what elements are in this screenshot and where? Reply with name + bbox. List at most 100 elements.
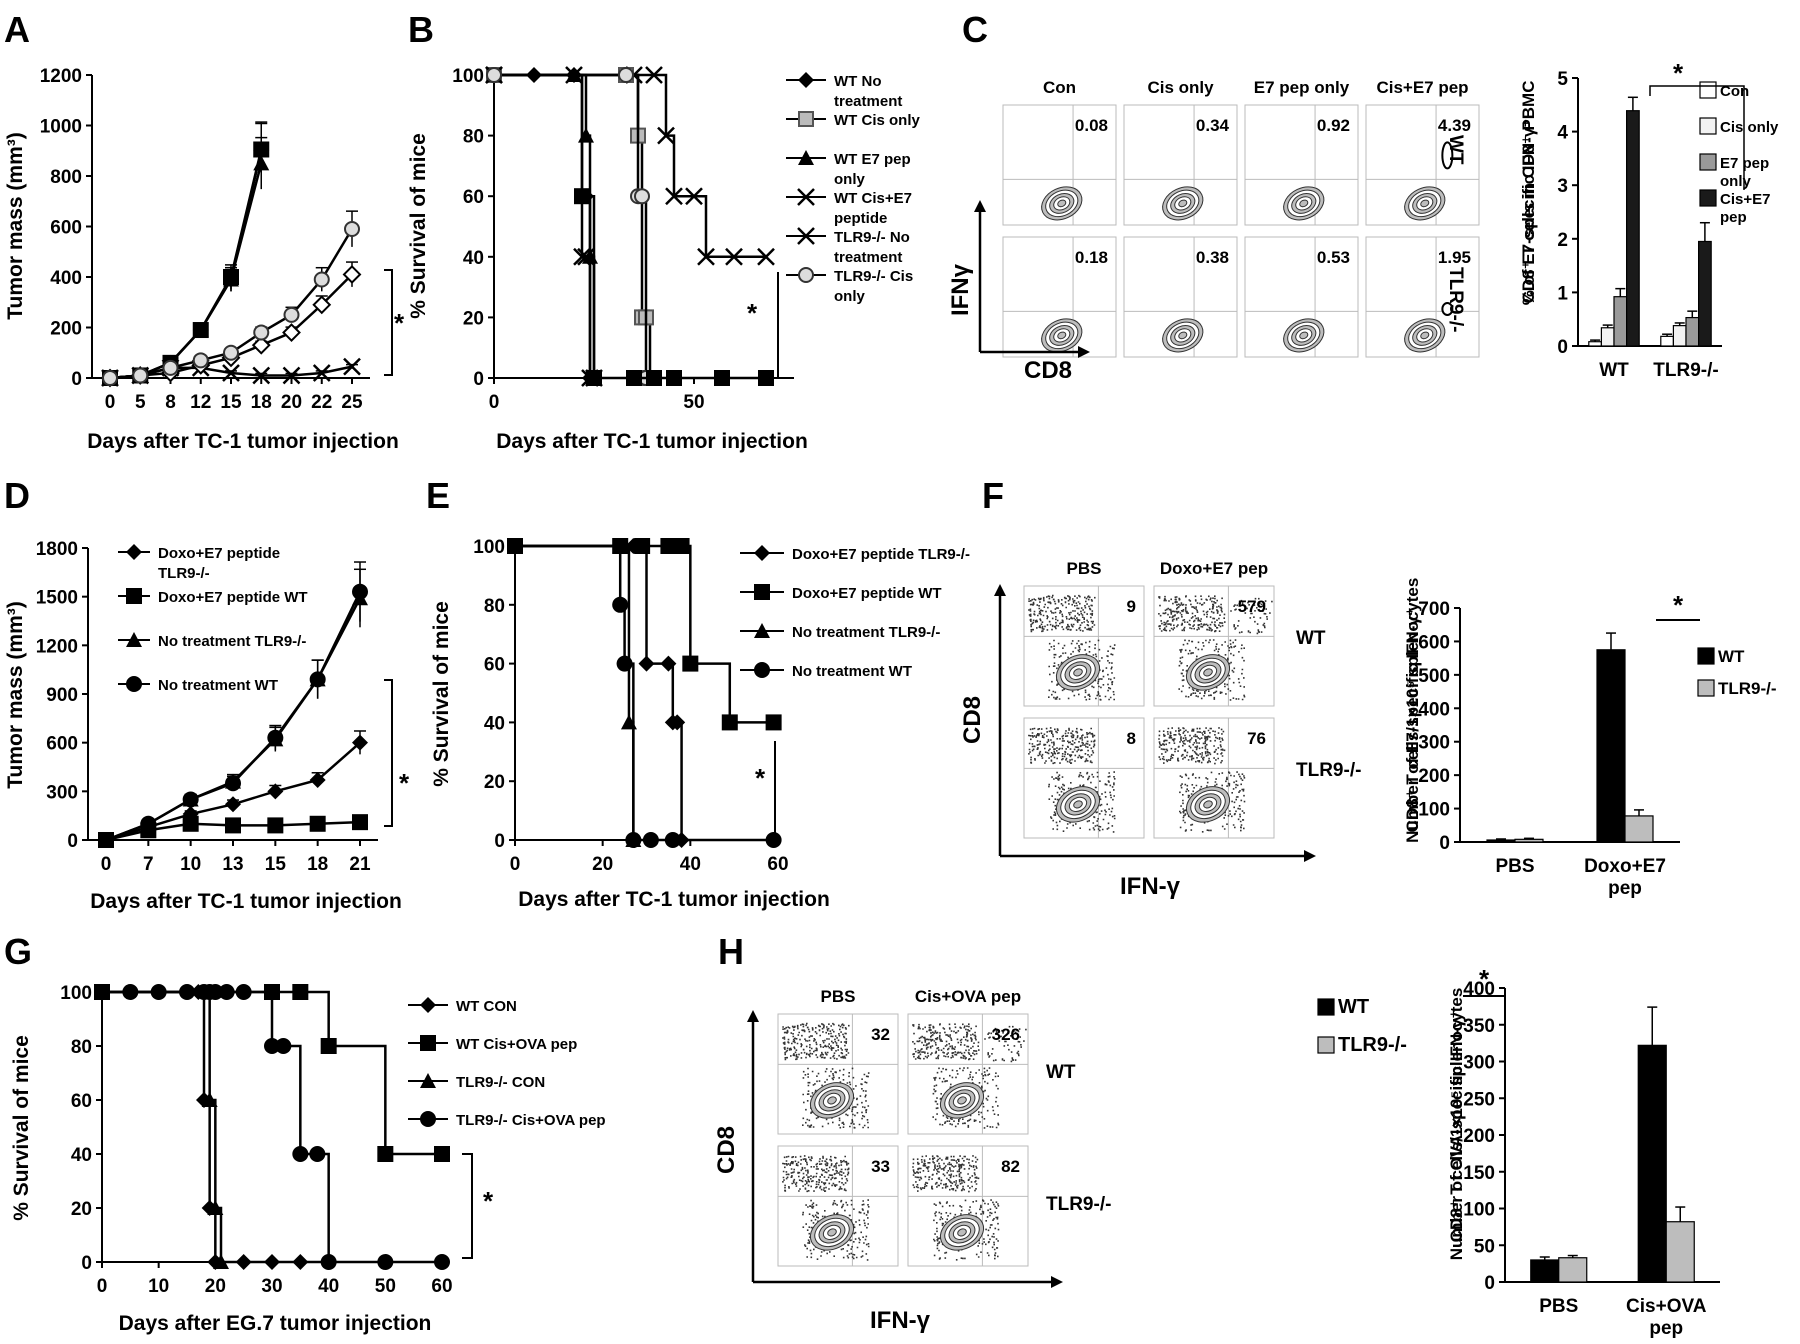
contour-ring	[1420, 199, 1430, 208]
x-tick-label: 21	[349, 854, 371, 875]
legend-swatch	[1699, 81, 1717, 99]
data-point	[201, 1092, 218, 1107]
x-axis-title: Days after EG.7 tumor injection	[119, 1312, 432, 1335]
legend-label: WT Cis only	[834, 112, 920, 129]
x-tick-label: 0	[510, 854, 521, 875]
data-point	[282, 366, 301, 385]
y-tick-label: 0	[1484, 1273, 1495, 1294]
flow-percentage: 8	[1127, 729, 1136, 748]
legend-label: No treatment TLR9-/-	[158, 633, 306, 650]
y-tick-label: 400	[50, 268, 82, 289]
x-axis-title: Days after TC-1 tumor injection	[496, 430, 808, 453]
x-tick-label: 0	[105, 392, 116, 413]
flow-column-label: Doxo+E7 pep	[1160, 559, 1268, 578]
positive-population	[1441, 302, 1454, 316]
data-point	[434, 1146, 450, 1162]
y-axis-title: % Survival of mice	[10, 1035, 33, 1221]
panel-c-flow-plots: Con Cis only E7 pep only Cis+E7 pep 0.08 0.34…	[947, 78, 1480, 384]
flow-plot: 8	[1023, 717, 1145, 839]
data-point	[765, 714, 782, 731]
plot-frame	[1002, 104, 1117, 226]
flow-percentage: 0.08	[1075, 116, 1108, 135]
scatter-dots	[1028, 594, 1096, 633]
flow-row-label: WT	[1296, 628, 1326, 649]
contour-ring	[1178, 199, 1188, 208]
contour-ring	[1203, 800, 1213, 809]
significance-star: *	[1673, 590, 1684, 620]
y-tick-label: 2	[1557, 230, 1568, 251]
scatter-dots	[1158, 727, 1226, 765]
data-point	[657, 126, 675, 145]
x-tick-label: 18	[251, 392, 272, 413]
flow-column-label: PBS	[821, 987, 856, 1006]
y-tick-label: 600	[1418, 632, 1450, 653]
data-point	[207, 1200, 224, 1215]
x-tick-label: 18	[307, 854, 328, 875]
data-point	[309, 815, 326, 832]
legend-label: WT	[1338, 996, 1369, 1018]
legend-marker	[126, 588, 142, 604]
y-tick-label: 100	[60, 983, 92, 1004]
legend-swatch	[1317, 998, 1335, 1016]
data-point	[267, 729, 284, 746]
flow-percentage: 76	[1247, 729, 1266, 748]
x-tick-label: 60	[767, 854, 788, 875]
x-axis-title: Days after TC-1 tumor injection	[90, 890, 402, 913]
data-point	[765, 832, 782, 848]
data-point	[292, 1254, 309, 1270]
legend-label: TLR9-/-	[158, 565, 210, 582]
significance-star: *	[399, 768, 410, 798]
y-axis-title-line: CD8⁺ T cells in CD8⁺ PBMC	[1519, 81, 1538, 304]
y-axis-title: Number of E7-specific IFN-γ⁺CD8⁺ T cells…	[1403, 578, 1422, 843]
legend-marker	[420, 997, 436, 1013]
data-point	[626, 370, 642, 386]
data-point	[721, 714, 738, 731]
contour-ring	[1203, 668, 1213, 677]
series-line	[109, 149, 263, 380]
positive-population	[1441, 141, 1454, 170]
flow-percentage: 0.38	[1196, 248, 1229, 267]
y-tick-label: 600	[50, 218, 82, 239]
legend-marker	[420, 1035, 436, 1051]
legend-item: WT	[1317, 996, 1369, 1018]
data-point	[344, 221, 360, 238]
legend-item: TLR9-/-	[1317, 1034, 1407, 1056]
data-point	[313, 271, 330, 288]
series-line	[109, 150, 263, 380]
flow-column-label: Cis+OVA pep	[915, 987, 1021, 1006]
legend-marker	[420, 1111, 436, 1127]
data-point	[253, 155, 270, 171]
scatter-dots	[782, 1022, 850, 1061]
legend-label: peptide	[834, 210, 887, 227]
legend-label: WT CON	[456, 998, 517, 1015]
legend-swatch	[1317, 1036, 1335, 1054]
y-tick-label: 1500	[36, 588, 78, 609]
flow-y-axis-title: CD8	[959, 696, 986, 744]
contour-ring	[1299, 199, 1309, 208]
y-tick-label: 900	[46, 685, 78, 706]
x-tick-label: 15	[265, 854, 287, 875]
legend-item: Doxo+E7 peptide TLR9-/-	[118, 544, 280, 582]
arrowhead	[994, 584, 1006, 596]
x-tick-label: 20	[281, 392, 302, 413]
data-point	[725, 247, 743, 266]
category-label: TLR9-/-	[1653, 360, 1718, 381]
flow-percentage: 579	[1238, 597, 1266, 616]
legend-item: Doxo+E7 peptide WT	[118, 588, 308, 606]
x-tick-label: 20	[205, 1276, 226, 1297]
x-tick-label: 12	[190, 392, 211, 413]
data-point	[253, 324, 270, 341]
scatter-dots	[912, 1023, 980, 1061]
significance-bracket	[1649, 85, 1745, 190]
legend-label: TLR9-/- No	[834, 229, 910, 246]
legend-item: Doxo+E7 peptide TLR9-/-	[740, 545, 970, 563]
legend-item: TLR9-/- No treatment	[786, 227, 910, 266]
x-tick-label: 7	[143, 854, 154, 875]
series-2	[486, 67, 602, 385]
legend-label: TLR9-/-	[1338, 1034, 1407, 1056]
x-tick-label: 10	[148, 1276, 169, 1297]
bar	[1558, 1257, 1588, 1283]
data-point	[612, 596, 629, 613]
